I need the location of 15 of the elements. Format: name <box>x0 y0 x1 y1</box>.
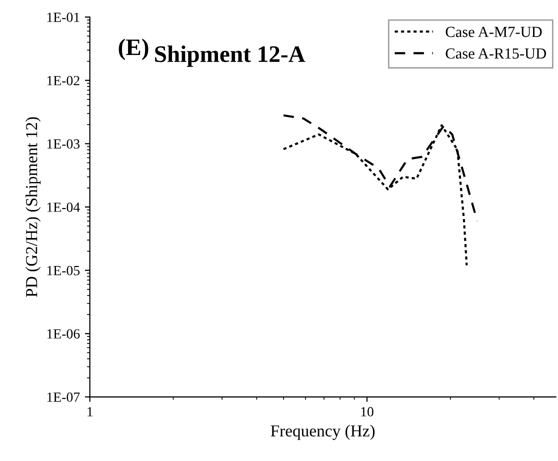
y-axis-title: PD (G2/Hz) (Shipment 12) <box>26 117 41 298</box>
legend-label: Case A-R15-UD <box>446 48 546 59</box>
y-tick-label: 1E-03 <box>47 139 80 149</box>
y-tick-label: 1E-05 <box>47 266 80 276</box>
y-tick-label: 1E-04 <box>47 202 80 212</box>
y-tick-label: 1E-01 <box>47 12 80 22</box>
legend-label: Case A-M7-UD <box>446 26 542 38</box>
y-tick-label: 1E-02 <box>47 76 80 86</box>
x-axis-title: Frequency (Hz) <box>270 424 375 440</box>
text: Shipment 12-A <box>155 46 306 67</box>
y-tick-label: 1E-07 <box>47 392 80 402</box>
x-tick-label: 1 <box>88 407 92 416</box>
annotation: (E) <box>118 38 148 60</box>
x-tick-label: 10 <box>361 407 374 416</box>
y-tick-label: 1E-06 <box>47 329 80 339</box>
